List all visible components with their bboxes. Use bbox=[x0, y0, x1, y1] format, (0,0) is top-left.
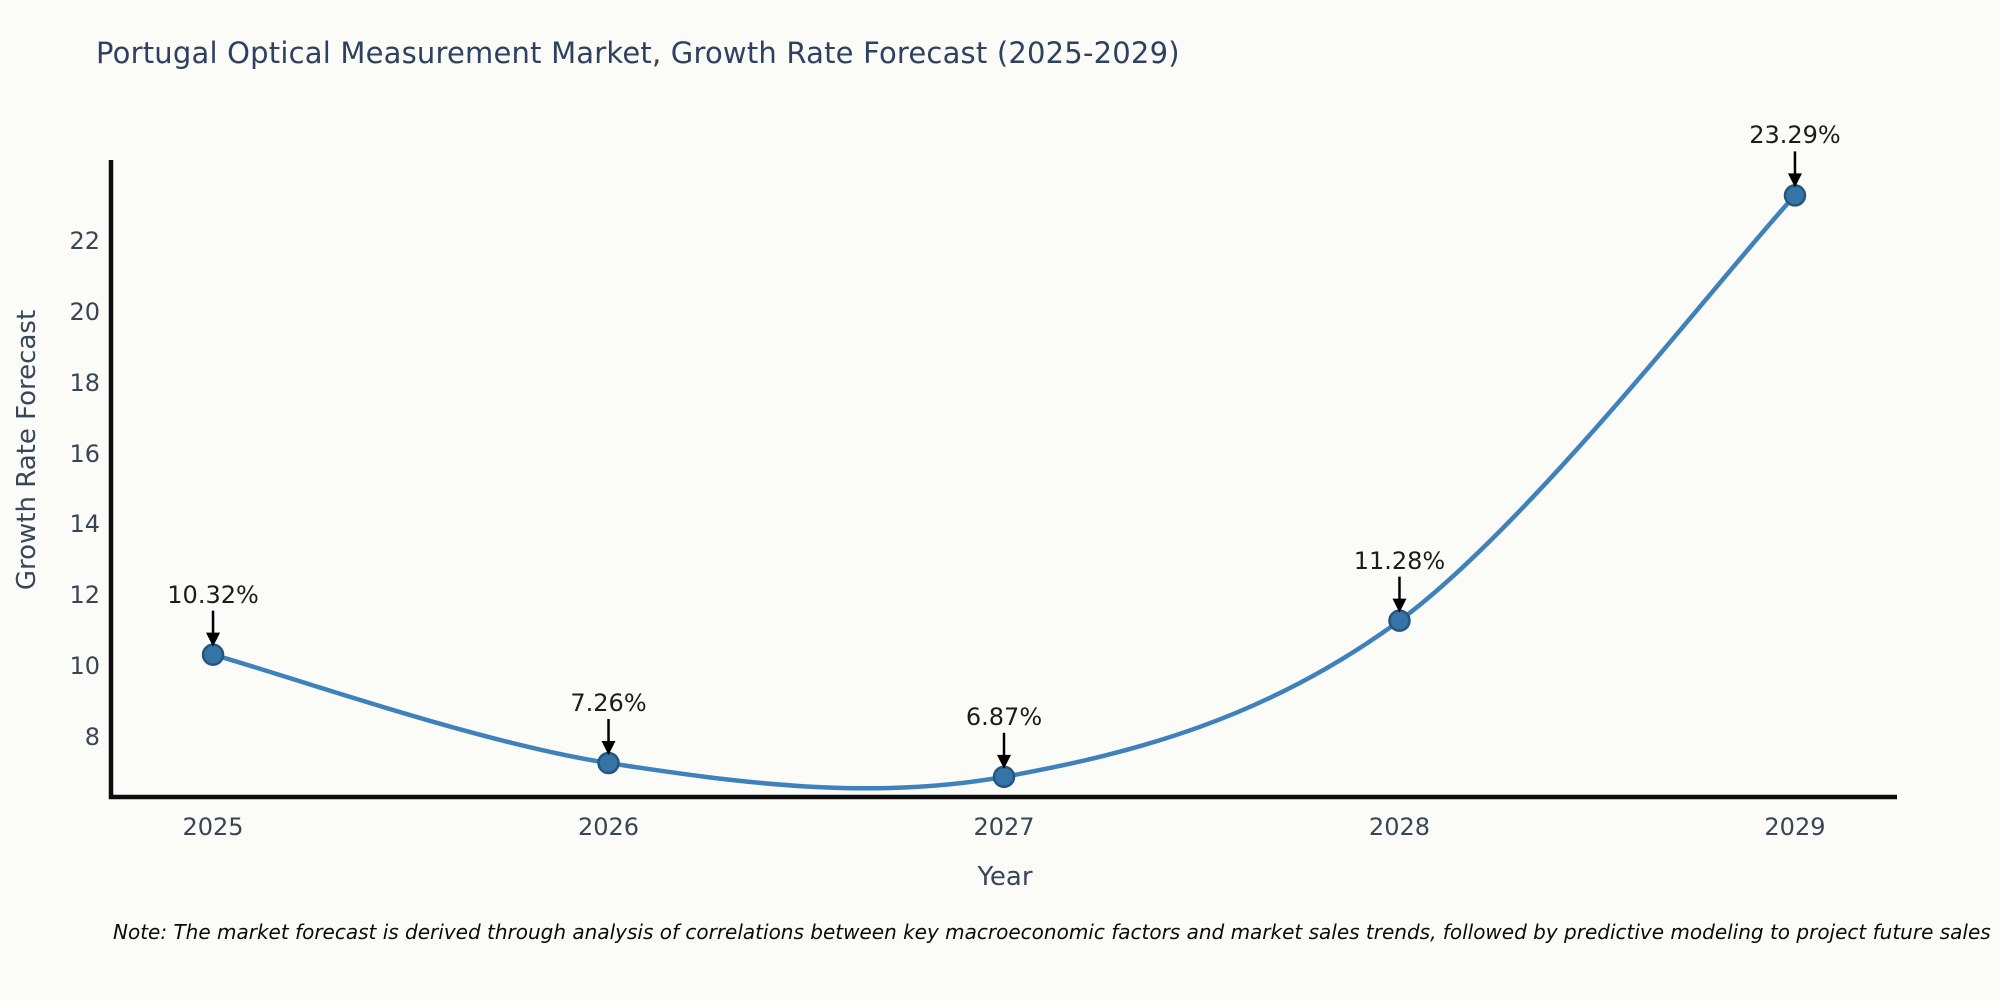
y-tick-label: 16 bbox=[69, 439, 100, 468]
x-axis-title: Year bbox=[977, 862, 1033, 892]
chart-title: Portugal Optical Measurement Market, Gro… bbox=[96, 36, 1180, 70]
y-tick-label: 10 bbox=[69, 651, 100, 680]
annotation-arrow-head bbox=[1392, 598, 1407, 613]
y-axis-title: Growth Rate Forecast bbox=[12, 309, 42, 591]
annotation-arrow-head bbox=[1787, 173, 1802, 188]
data-point-marker bbox=[1783, 184, 1807, 207]
annotation-arrow-head bbox=[206, 632, 221, 647]
data-point-marker bbox=[201, 643, 225, 666]
y-tick-label: 8 bbox=[84, 722, 100, 751]
point-value-label: 6.87% bbox=[965, 702, 1043, 731]
y-tick-label: 22 bbox=[69, 227, 100, 256]
footnote: Note: The market forecast is derived thr… bbox=[113, 920, 1991, 944]
data-point-marker bbox=[597, 751, 620, 775]
y-tick-label: 14 bbox=[69, 510, 100, 539]
point-value-label: 23.29% bbox=[1749, 121, 1841, 150]
data-point-marker bbox=[992, 765, 1016, 789]
point-value-label: 11.28% bbox=[1353, 546, 1446, 575]
x-tick-label: 2029 bbox=[1764, 813, 1826, 841]
x-tick-label: 2026 bbox=[577, 813, 640, 841]
y-tick-label: 18 bbox=[69, 368, 100, 397]
x-tick-label: 2028 bbox=[1368, 813, 1431, 841]
forecast-line bbox=[210, 193, 1798, 791]
point-value-label: 10.32% bbox=[167, 580, 259, 609]
x-tick-label: 2025 bbox=[182, 813, 244, 841]
point-value-label: 7.26% bbox=[570, 689, 647, 717]
annotation-arrow-head bbox=[601, 741, 616, 756]
x-tick-label: 2027 bbox=[973, 813, 1035, 841]
y-tick-label: 20 bbox=[69, 297, 100, 326]
y-tick-label: 12 bbox=[69, 581, 100, 610]
axis-spines bbox=[108, 160, 1897, 800]
annotation-arrow-head bbox=[997, 754, 1011, 769]
data-point-marker bbox=[1388, 609, 1411, 632]
